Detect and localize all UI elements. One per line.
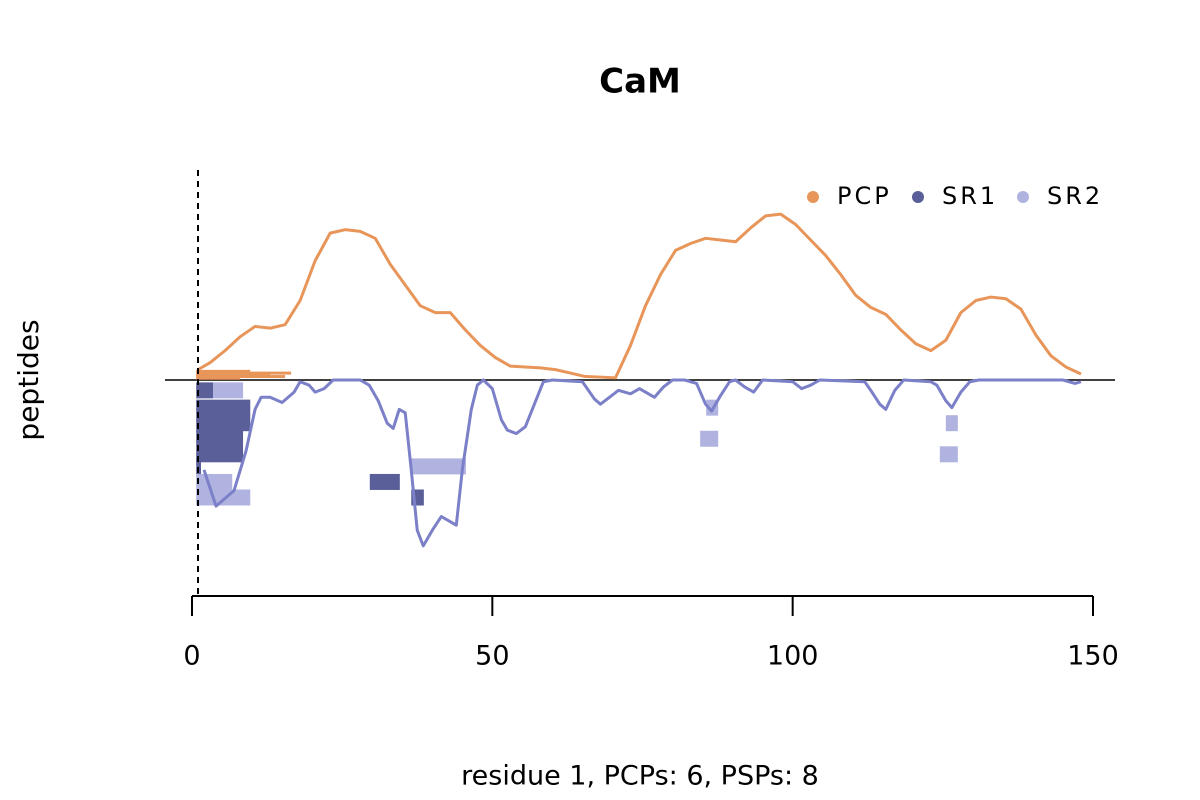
x-tick-label: 150 xyxy=(1067,641,1119,672)
x-tick-label: 0 xyxy=(183,641,200,672)
x-tick-label: 100 xyxy=(767,641,819,672)
peptide-bar xyxy=(196,473,233,490)
peptide-bar xyxy=(196,446,244,463)
peptide-bar xyxy=(196,489,251,506)
peptide-bar xyxy=(196,430,244,447)
peptide-bar xyxy=(411,458,466,475)
legend-marker xyxy=(912,191,924,203)
peptide-bar xyxy=(196,371,292,375)
chart-title: CaM xyxy=(599,62,681,102)
legend-label: SR2 xyxy=(1047,182,1103,210)
y-axis-label: peptides xyxy=(12,319,45,440)
coverage-line xyxy=(202,378,1082,548)
peptide-bar xyxy=(196,369,251,373)
legend-marker xyxy=(807,191,819,203)
peptide-bar xyxy=(700,430,719,447)
peptide-bar xyxy=(196,373,271,377)
peptide-bar xyxy=(196,376,241,380)
legend-label: SR1 xyxy=(942,182,998,210)
peptide-bar xyxy=(369,473,400,490)
legend-marker xyxy=(1017,191,1029,203)
legend-label: PCP xyxy=(837,182,892,210)
x-axis-label: residue 1, PCPs: 6, PSPs: 8 xyxy=(461,761,819,792)
series-line xyxy=(197,212,1082,380)
peptide-bar xyxy=(196,375,286,379)
x-tick-label: 50 xyxy=(475,641,509,672)
peptide-bar xyxy=(196,399,251,416)
peptide-bar xyxy=(196,458,202,475)
peptide-bar xyxy=(196,382,214,399)
peptide-bar xyxy=(939,446,958,463)
peptide-bar xyxy=(196,415,251,432)
peptide-bar xyxy=(213,382,244,399)
peptide-bar xyxy=(945,415,958,432)
